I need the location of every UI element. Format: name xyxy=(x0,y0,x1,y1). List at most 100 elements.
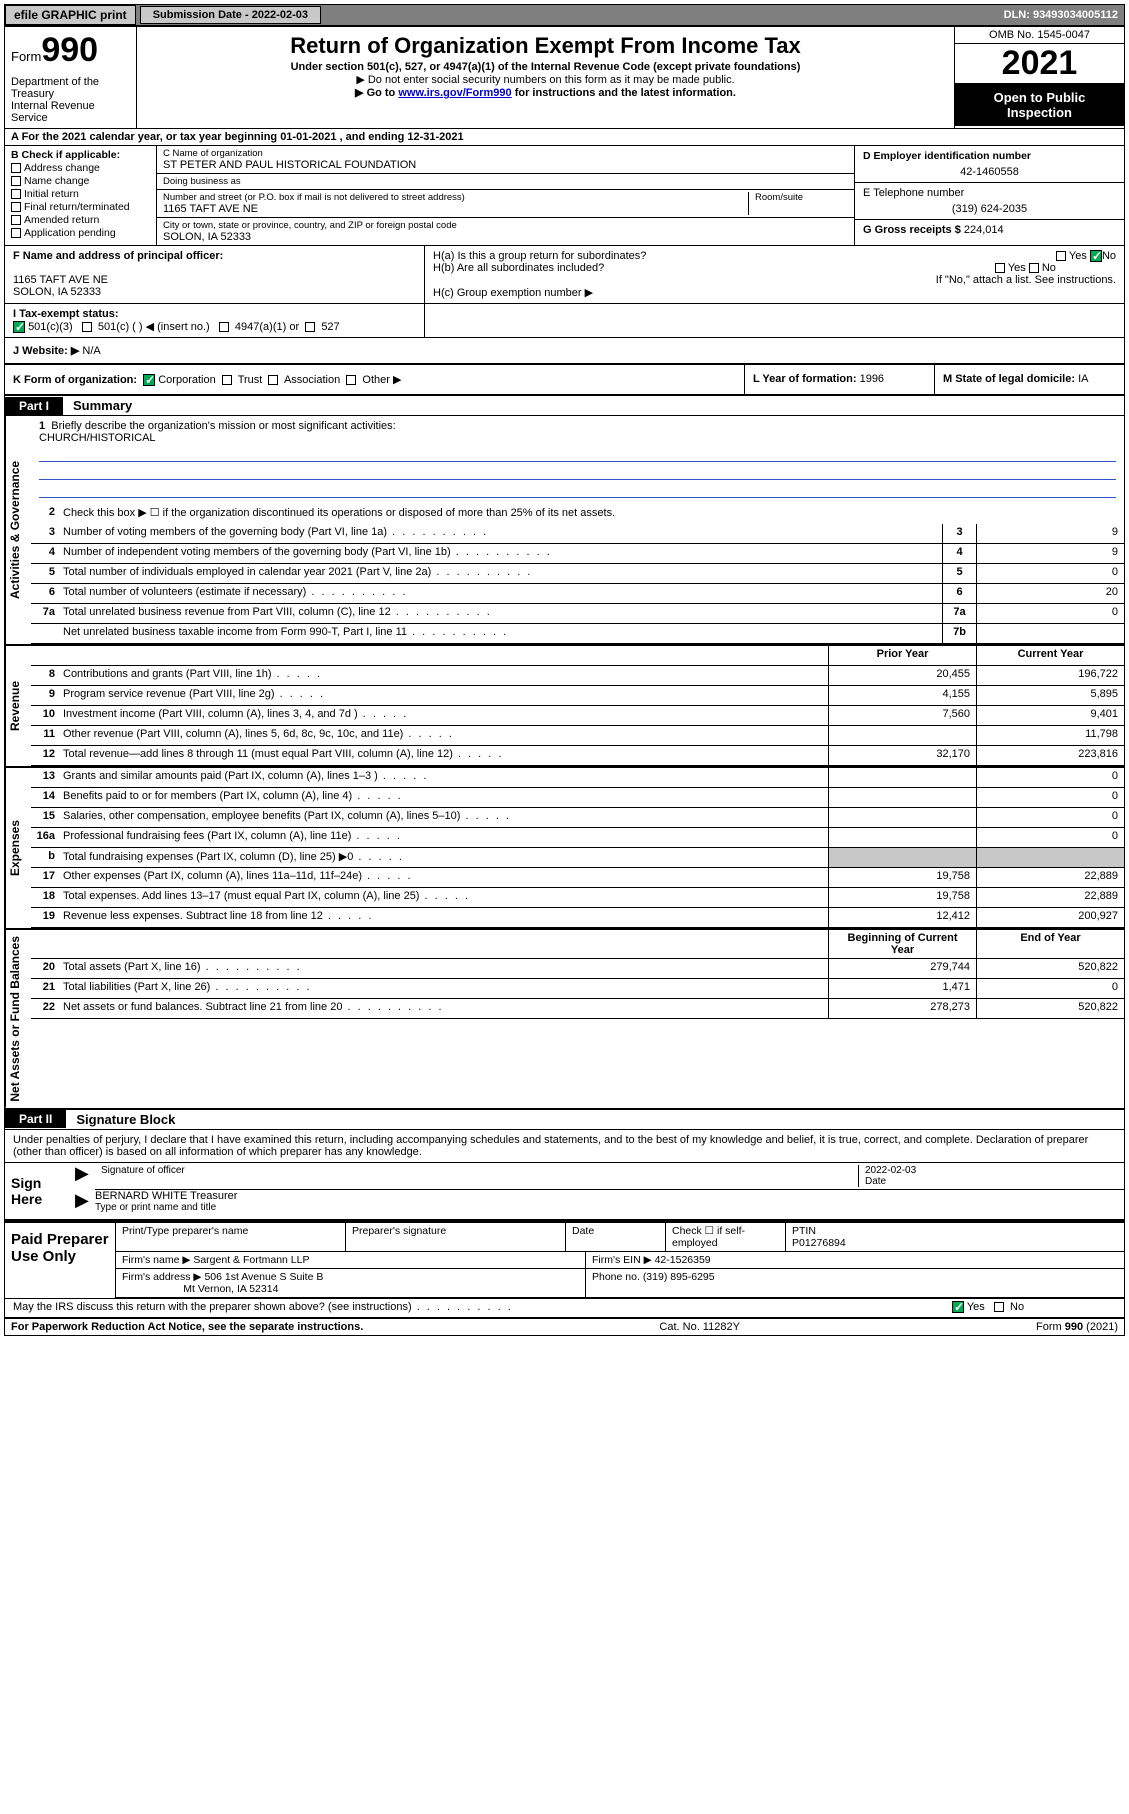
chk-501c3[interactable] xyxy=(13,321,25,333)
gross-value: 224,014 xyxy=(964,224,1004,236)
section-net-assets: Net Assets or Fund Balances Beginning of… xyxy=(5,928,1124,1108)
chk-address-change[interactable]: Address change xyxy=(11,162,150,174)
summary-row: 3Number of voting members of the governi… xyxy=(31,524,1124,544)
instr-post: for instructions and the latest informat… xyxy=(512,87,736,99)
exp-rows: 13Grants and similar amounts paid (Part … xyxy=(31,768,1124,928)
officer-addr2: SOLON, IA 52333 xyxy=(13,286,416,298)
may-no: No xyxy=(1010,1301,1024,1313)
summary-row: 4Number of independent voting members of… xyxy=(31,544,1124,564)
mission-rule xyxy=(39,446,1116,462)
prep-self-employed[interactable]: Check ☐ if self-employed xyxy=(665,1223,785,1251)
sign-here-label: Sign Here xyxy=(5,1163,75,1219)
d-gross-cell: G Gross receipts $ 224,014 xyxy=(855,220,1124,240)
chk-application-pending[interactable]: Application pending xyxy=(11,227,150,239)
line-box: 5 xyxy=(942,564,976,583)
opt-corp: Corporation xyxy=(158,374,215,386)
line-val xyxy=(976,624,1124,643)
hb-no: No xyxy=(1042,262,1056,274)
line-2: 2 Check this box ▶ ☐ if the organization… xyxy=(31,504,1124,524)
officer-addr1: 1165 TAFT AVE NE xyxy=(13,274,416,286)
chk-final-return[interactable]: Final return/terminated xyxy=(11,201,150,213)
instr-ssn: ▶ Do not enter social security numbers o… xyxy=(145,73,946,86)
form-990-body: Form990 Department of the Treasury Inter… xyxy=(4,26,1125,1336)
firm-phone-label: Phone no. xyxy=(592,1271,640,1283)
officer-name: BERNARD WHITE Treasurer xyxy=(95,1190,1124,1202)
may-irs-no-chk[interactable] xyxy=(994,1302,1004,1312)
part1-title: Summary xyxy=(63,396,142,415)
section-expenses: Expenses 13Grants and similar amounts pa… xyxy=(5,766,1124,928)
chk-527[interactable] xyxy=(305,322,315,332)
prior-year-val xyxy=(828,726,976,745)
line-box: 3 xyxy=(942,524,976,543)
phone-value: (319) 624-2035 xyxy=(863,203,1116,215)
may-irs-yes-chk[interactable] xyxy=(952,1301,964,1313)
col-end-year: End of Year xyxy=(976,930,1124,958)
section-activities-governance: Activities & Governance 1 Briefly descri… xyxy=(5,416,1124,644)
i-label: I Tax-exempt status: xyxy=(13,308,119,320)
current-year-val: 196,722 xyxy=(976,666,1124,685)
line-num: 19 xyxy=(31,908,59,927)
hb-no-chk[interactable] xyxy=(1029,263,1039,273)
c-name-cell: C Name of organization ST PETER AND PAUL… xyxy=(157,146,854,174)
line-desc: Number of independent voting members of … xyxy=(59,544,942,563)
dept-line2: Internal Revenue Service xyxy=(11,100,130,124)
sig-officer-label: Signature of officer xyxy=(101,1165,858,1187)
year-formation: 1996 xyxy=(860,373,884,385)
opt-assoc: Association xyxy=(284,374,340,386)
header-left: Form990 Department of the Treasury Inter… xyxy=(5,27,137,128)
ha-yes-chk[interactable] xyxy=(1056,251,1066,261)
line-box: 4 xyxy=(942,544,976,563)
gross-label: G Gross receipts $ xyxy=(863,224,961,236)
irs-link[interactable]: www.irs.gov/Form990 xyxy=(398,87,511,99)
chk-trust[interactable] xyxy=(222,375,232,385)
row-a-tax-year: A For the 2021 calendar year, or tax yea… xyxy=(5,129,1124,146)
chk-4947[interactable] xyxy=(219,322,229,332)
hb-yes-chk[interactable] xyxy=(995,263,1005,273)
form-title: Return of Organization Exempt From Incom… xyxy=(145,33,946,59)
prior-year-val: 19,758 xyxy=(828,868,976,887)
efile-print-button[interactable]: efile GRAPHIC print xyxy=(5,5,136,25)
opt-501c: 501(c) ( ) ◀ (insert no.) xyxy=(98,321,210,333)
col-f-officer: F Name and address of principal officer:… xyxy=(5,246,425,303)
line-num: 3 xyxy=(31,524,59,543)
chk-label-initial: Initial return xyxy=(24,188,79,200)
line-desc: Benefits paid to or for members (Part IX… xyxy=(59,788,828,807)
c-addr-cell: Number and street (or P.O. box if mail i… xyxy=(157,190,854,218)
line-num: 4 xyxy=(31,544,59,563)
state-domicile: IA xyxy=(1078,373,1088,385)
mission-rule xyxy=(39,482,1116,498)
prior-year-val xyxy=(828,788,976,807)
dept-treasury: Department of the Treasury Internal Reve… xyxy=(11,76,130,124)
current-year-val: 22,889 xyxy=(976,868,1124,887)
submission-date: Submission Date - 2022-02-03 xyxy=(140,6,321,24)
current-year-val: 11,798 xyxy=(976,726,1124,745)
chk-501c[interactable] xyxy=(82,322,92,332)
open-pub-2: Inspection xyxy=(959,105,1120,120)
chk-label-name: Name change xyxy=(24,175,89,187)
line-val: 0 xyxy=(976,604,1124,623)
line-val: 9 xyxy=(976,524,1124,543)
line-num: 18 xyxy=(31,888,59,907)
line-desc: Total unrelated business revenue from Pa… xyxy=(59,604,942,623)
line-num: 12 xyxy=(31,746,59,765)
opt-trust: Trust xyxy=(238,374,263,386)
chk-amended-return[interactable]: Amended return xyxy=(11,214,150,226)
ptin-value: P01276894 xyxy=(792,1237,846,1249)
ha-no-chk[interactable] xyxy=(1090,250,1102,262)
line-num: 20 xyxy=(31,959,59,978)
chk-association[interactable] xyxy=(268,375,278,385)
line-desc: Contributions and grants (Part VIII, lin… xyxy=(59,666,828,685)
summary-row: 15Salaries, other compensation, employee… xyxy=(31,808,1124,828)
chk-name-change[interactable]: Name change xyxy=(11,175,150,187)
prior-year-val xyxy=(828,768,976,787)
chk-initial-return[interactable]: Initial return xyxy=(11,188,150,200)
chk-other[interactable] xyxy=(346,375,356,385)
section-revenue: Revenue Prior Year Current Year 8Contrib… xyxy=(5,644,1124,766)
c-city-cell: City or town, state or province, country… xyxy=(157,218,854,245)
summary-row: Net unrelated business taxable income fr… xyxy=(31,624,1124,644)
chk-corporation[interactable] xyxy=(143,374,155,386)
firm-ein-label: Firm's EIN ▶ xyxy=(592,1254,652,1266)
prior-year-val xyxy=(828,848,976,867)
form-number: Form990 xyxy=(11,31,130,70)
may-irs-text: May the IRS discuss this return with the… xyxy=(13,1301,412,1313)
